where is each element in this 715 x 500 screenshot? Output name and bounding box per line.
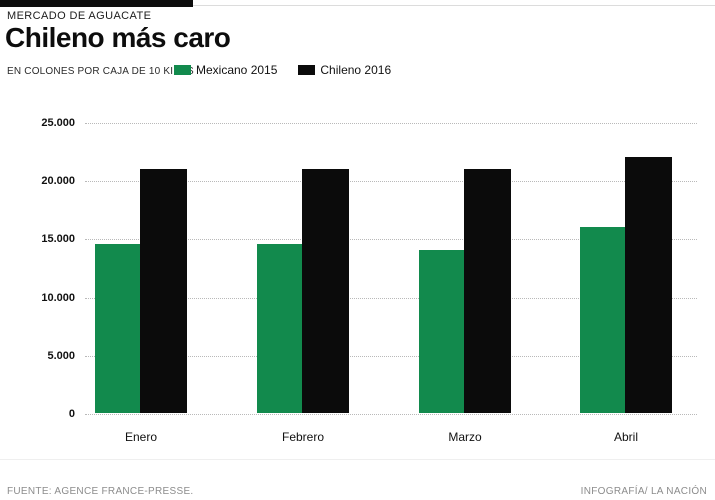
- legend: Mexicano 2015 Chileno 2016: [174, 63, 391, 77]
- gridline: [85, 356, 697, 357]
- x-axis-tick-label: Abril: [613, 430, 638, 444]
- legend-item-chileno: Chileno 2016: [298, 63, 391, 77]
- bar-mexicano-marzo: [419, 250, 464, 413]
- y-axis-tick-label: 15.000: [41, 233, 75, 245]
- gridline: [85, 181, 697, 182]
- footer-hairline-rule: [0, 459, 715, 460]
- y-axis-tick-label: 0: [68, 408, 75, 420]
- infographic-credit: INFOGRAFÍA/ LA NACIÓN: [580, 486, 707, 497]
- gridline: [85, 298, 697, 299]
- legend-swatch-chileno: [298, 65, 316, 75]
- bar-mexicano-enero: [95, 244, 140, 413]
- bar-chileno-febrero: [302, 169, 349, 413]
- top-accent-bar: [0, 0, 193, 7]
- gridline: [85, 123, 697, 124]
- x-axis-tick-label: Febrero: [281, 430, 325, 444]
- page-title: Chileno más caro: [5, 22, 231, 53]
- gridline: [85, 239, 697, 240]
- x-axis-tick-label: Enero: [124, 430, 158, 444]
- bar-chileno-marzo: [464, 169, 511, 413]
- bar-chileno-enero: [140, 169, 187, 413]
- y-axis-tick-label: 25.000: [41, 117, 75, 129]
- source-credit: FUENTE: AGENCE FRANCE-PRESSE.: [7, 486, 194, 497]
- legend-item-mexicano: Mexicano 2015: [174, 63, 277, 77]
- legend-label-chileno: Chileno 2016: [320, 63, 392, 77]
- legend-label-mexicano: Mexicano 2015: [196, 63, 278, 77]
- bar-mexicano-abril: [580, 227, 625, 413]
- top-hairline-rule: [0, 5, 715, 6]
- y-axis-tick-label: 5.000: [47, 350, 75, 362]
- y-axis-tick-label: 10.000: [41, 292, 75, 304]
- legend-swatch-mexicano: [174, 65, 191, 75]
- kicker: MERCADO DE AGUACATE: [7, 10, 152, 22]
- y-axis-tick-label: 20.000: [41, 175, 75, 187]
- bar-chileno-abril: [625, 157, 672, 413]
- bar-mexicano-febrero: [257, 244, 302, 413]
- gridline: [85, 414, 697, 415]
- axis-unit-label: EN COLONES POR CAJA DE 10 KILOS: [7, 66, 194, 77]
- x-axis-tick-label: Marzo: [448, 430, 482, 444]
